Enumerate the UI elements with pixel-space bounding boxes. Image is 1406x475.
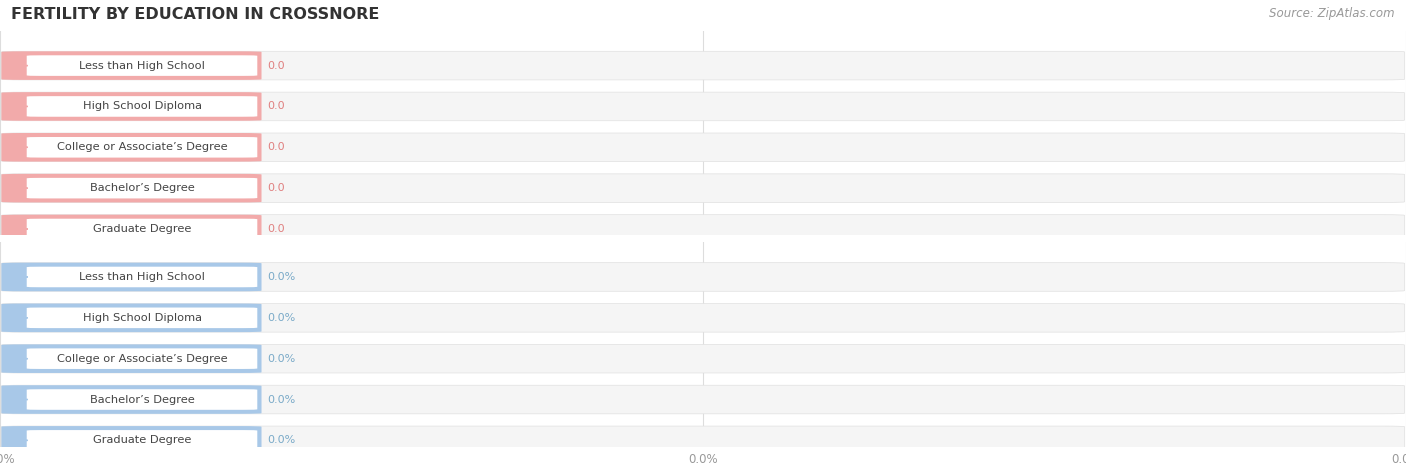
Text: 0.0: 0.0: [267, 102, 285, 112]
Circle shape: [6, 65, 28, 66]
Text: 0.0%: 0.0%: [688, 454, 718, 466]
Text: 0.0: 0.0: [693, 242, 713, 255]
FancyBboxPatch shape: [27, 389, 257, 410]
Circle shape: [6, 228, 28, 229]
Circle shape: [6, 276, 28, 277]
Text: 0.0%: 0.0%: [267, 354, 295, 364]
FancyBboxPatch shape: [1, 263, 262, 291]
FancyBboxPatch shape: [1, 174, 262, 202]
FancyBboxPatch shape: [27, 307, 257, 328]
Circle shape: [6, 440, 28, 441]
FancyBboxPatch shape: [1, 133, 262, 162]
FancyBboxPatch shape: [27, 96, 257, 117]
FancyBboxPatch shape: [1, 215, 1405, 243]
Circle shape: [6, 358, 28, 359]
Text: 0.0: 0.0: [267, 61, 285, 71]
Text: Source: ZipAtlas.com: Source: ZipAtlas.com: [1270, 7, 1395, 20]
Circle shape: [6, 317, 28, 318]
Text: Graduate Degree: Graduate Degree: [93, 436, 191, 446]
Text: 0.0%: 0.0%: [267, 313, 295, 323]
FancyBboxPatch shape: [1, 344, 1405, 373]
FancyBboxPatch shape: [1, 385, 262, 414]
FancyBboxPatch shape: [1, 344, 262, 373]
FancyBboxPatch shape: [1, 51, 1405, 80]
FancyBboxPatch shape: [1, 426, 1405, 455]
FancyBboxPatch shape: [27, 218, 257, 239]
Text: 0.0%: 0.0%: [267, 272, 295, 282]
Text: 0.0: 0.0: [1396, 242, 1406, 255]
FancyBboxPatch shape: [27, 430, 257, 451]
FancyBboxPatch shape: [1, 92, 262, 121]
FancyBboxPatch shape: [1, 426, 262, 455]
Text: 0.0: 0.0: [267, 183, 285, 193]
FancyBboxPatch shape: [27, 348, 257, 369]
Circle shape: [6, 106, 28, 107]
Text: 0.0%: 0.0%: [267, 436, 295, 446]
FancyBboxPatch shape: [27, 266, 257, 287]
Text: 0.0%: 0.0%: [0, 454, 15, 466]
Text: 0.0: 0.0: [267, 224, 285, 234]
Text: Bachelor’s Degree: Bachelor’s Degree: [90, 395, 194, 405]
Text: Bachelor’s Degree: Bachelor’s Degree: [90, 183, 194, 193]
FancyBboxPatch shape: [1, 215, 262, 243]
Circle shape: [6, 188, 28, 189]
Text: High School Diploma: High School Diploma: [83, 102, 201, 112]
Text: College or Associate’s Degree: College or Associate’s Degree: [56, 142, 228, 152]
FancyBboxPatch shape: [1, 263, 1405, 291]
Circle shape: [6, 399, 28, 400]
FancyBboxPatch shape: [1, 174, 1405, 202]
Text: 0.0: 0.0: [267, 142, 285, 152]
Circle shape: [6, 147, 28, 148]
FancyBboxPatch shape: [1, 92, 1405, 121]
FancyBboxPatch shape: [1, 385, 1405, 414]
FancyBboxPatch shape: [1, 304, 1405, 332]
FancyBboxPatch shape: [27, 55, 257, 76]
Text: 0.0: 0.0: [0, 242, 10, 255]
FancyBboxPatch shape: [1, 133, 1405, 162]
FancyBboxPatch shape: [1, 304, 262, 332]
Text: College or Associate’s Degree: College or Associate’s Degree: [56, 354, 228, 364]
FancyBboxPatch shape: [27, 137, 257, 158]
Text: Graduate Degree: Graduate Degree: [93, 224, 191, 234]
Text: High School Diploma: High School Diploma: [83, 313, 201, 323]
Text: Less than High School: Less than High School: [79, 61, 205, 71]
Text: 0.0%: 0.0%: [267, 395, 295, 405]
FancyBboxPatch shape: [27, 178, 257, 199]
FancyBboxPatch shape: [1, 51, 262, 80]
Text: Less than High School: Less than High School: [79, 272, 205, 282]
Text: FERTILITY BY EDUCATION IN CROSSNORE: FERTILITY BY EDUCATION IN CROSSNORE: [11, 7, 380, 22]
Text: 0.0%: 0.0%: [1391, 454, 1406, 466]
